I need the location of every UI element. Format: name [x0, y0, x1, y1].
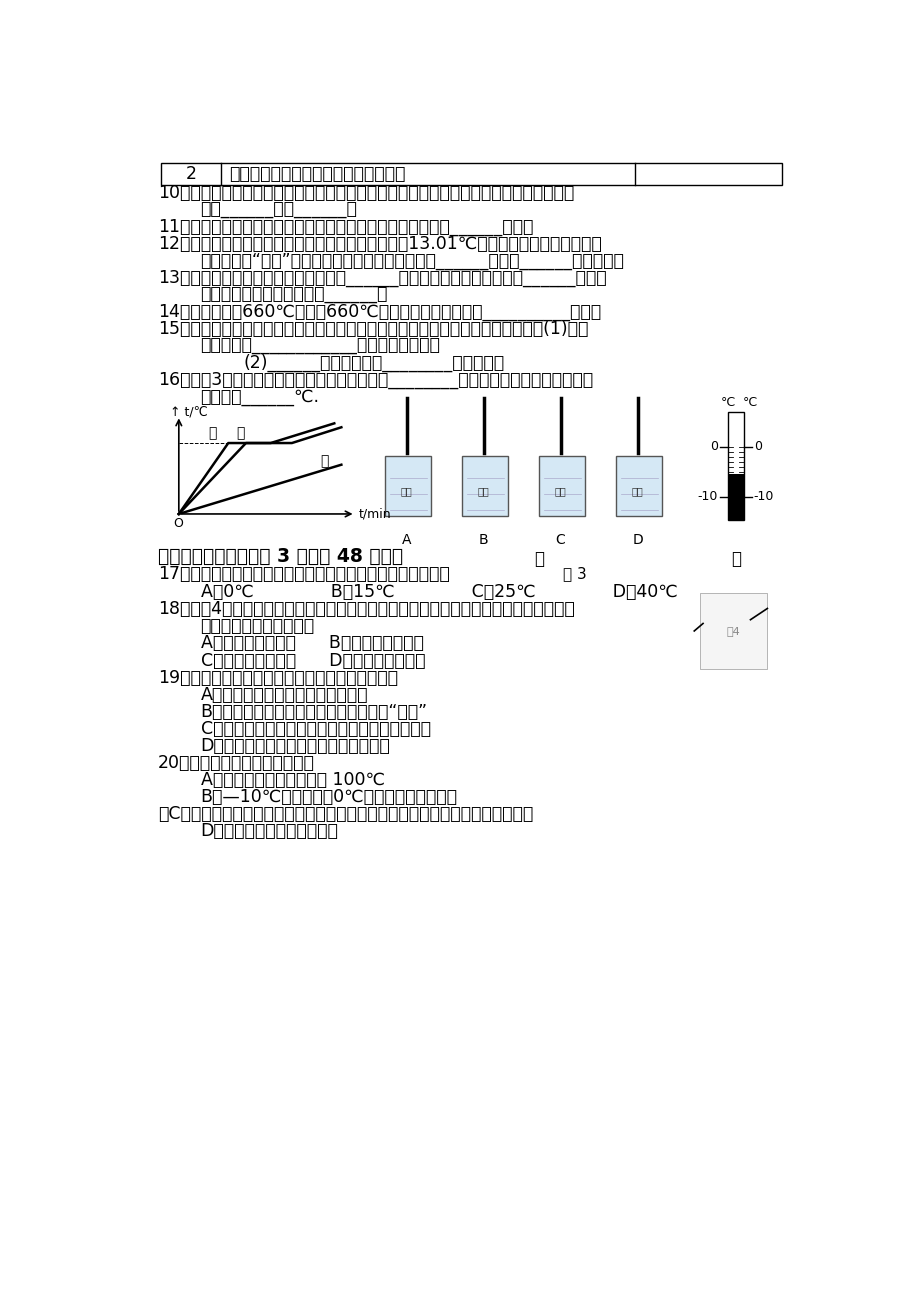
Text: A、0℃              B、15℃              C、25℃              D、40℃: A、0℃ B、15℃ C、25℃ D、40℃ [200, 584, 676, 602]
Text: 0: 0 [753, 441, 761, 454]
Text: -10: -10 [753, 490, 774, 503]
Text: 种物质中，____________可能是同种物质；: 种物质中，____________可能是同种物质； [200, 337, 440, 355]
Text: 放在筱子里的樟脑丸过一段时间会变小: 放在筱子里的樟脑丸过一段时间会变小 [229, 165, 405, 183]
Text: 乙: 乙 [235, 426, 244, 439]
Text: B、—10℃的冰块放在0℃的水中，冰块会熶化: B、—10℃的冰块放在0℃的水中，冰块会熶化 [200, 788, 457, 806]
Text: 甲: 甲 [534, 550, 544, 568]
Text: A、水的沫点低于或者高于 100℃: A、水的沫点低于或者高于 100℃ [200, 771, 384, 789]
Text: -10: -10 [698, 490, 718, 503]
Text: D、冬天的早晨，窗玻璃外面会出现冰花: D、冬天的早晨，窗玻璃外面会出现冰花 [200, 737, 390, 754]
Text: 2: 2 [186, 165, 197, 183]
Text: C: C [555, 533, 565, 547]
Text: 0: 0 [709, 441, 718, 454]
Text: 18、如图4所示，水在壶中被加热，又从凉铁板上掉下的水是蕊馏水在获得蕊馏水的过程: 18、如图4所示，水在壶中被加热，又从凉铁板上掉下的水是蕊馏水在获得蕊馏水的过程 [158, 601, 573, 619]
Text: 丙: 丙 [320, 454, 328, 468]
Text: 中，水经历的物态变化是: 中，水经历的物态变化是 [200, 618, 314, 636]
Text: ．C、在敞开的锅中烧水，使水沸腾，再用猛火继续加热，则水的温度也不会升高: ．C、在敞开的锅中烧水，使水沸腾，再用猛火继续加热，则水的温度也不会升高 [158, 805, 532, 823]
Text: 而非晶体在凝固时，温度将______。: 而非晶体在凝固时，温度将______。 [200, 286, 388, 304]
Text: 19、小刚同学所描述的下列现象中不可能发生的是: 19、小刚同学所描述的下列现象中不可能发生的是 [158, 668, 397, 686]
Text: 14、铝的熶点是660℃，那么660℃的铝在熶化过程中处于__________状态。: 14、铝的熶点是660℃，那么660℃的铝在熶化过程中处于__________状… [158, 303, 600, 321]
Text: D: D [631, 533, 642, 547]
Text: 图 3: 图 3 [562, 567, 586, 581]
Text: 冰块: 冰块 [554, 486, 566, 497]
Bar [616, 456, 661, 516]
Bar [539, 456, 584, 516]
Text: (2)______的质量一定比________的质量大。: (2)______的质量一定比________的质量大。 [243, 354, 504, 372]
Text: A: A [402, 533, 411, 547]
Text: C、有风的天气，游泳后从水中出来会感觉格外冷: C、有风的天气，游泳后从水中出来会感觉格外冷 [200, 720, 430, 737]
Text: 冰块: 冰块 [401, 486, 412, 497]
Text: 15、在加热条件完全相同的条件下，甲、乙、丙三种物质的熶化图像，由图可知：(1)这三: 15、在加热条件完全相同的条件下，甲、乙、丙三种物质的熶化图像，由图可知：(1)… [158, 320, 587, 338]
Text: 17、夏天的早晨，无锡地区自来水龙头流出水的温度最接近于: 17、夏天的早晨，无锡地区自来水龙头流出水的温度最接近于 [158, 566, 449, 584]
Text: 16、如图3甲是测量冰的温度，其中正确的图是________，此时温度计示数如图乙，冰: 16、如图3甲是测量冰的温度，其中正确的图是________，此时温度计示数如图… [158, 372, 592, 389]
Text: °C: °C [720, 395, 735, 408]
Text: O: O [173, 517, 183, 530]
Text: 乙: 乙 [731, 550, 740, 568]
Bar [728, 412, 743, 520]
Bar [461, 456, 507, 516]
Text: 手术的地方“冻结”起来，这是医生利用液体氯乙烷______时需要______热的原理。: 手术的地方“冻结”起来，这是医生利用液体氯乙烷______时需要______热的… [200, 252, 624, 270]
Text: 图4: 图4 [726, 627, 740, 636]
Text: A、寒冷的冬天，冰冻的衣服会变干: A、寒冷的冬天，冰冻的衣服会变干 [200, 685, 368, 703]
Text: 甲: 甲 [209, 426, 217, 439]
Text: 12、对于小手术的麻醉，医生常用一种透明的沫点为13.01℃的液体氯乙烷，把准备施行: 12、对于小手术的麻醉，医生常用一种透明的沫点为13.01℃的液体氯乙烷，把准备… [158, 235, 601, 254]
Bar [385, 456, 430, 516]
Text: 10、沈括纪念馆要浇铸沈括纪念铜像。在用铜块浇铸铜像的过程中，铜块发生的物态变化: 10、沈括纪念馆要浇铸沈括纪念铜像。在用铜块浇铸铜像的过程中，铜块发生的物态变化 [158, 185, 573, 202]
Text: 20、下列现象，不可能发生的是: 20、下列现象，不可能发生的是 [158, 754, 314, 772]
Text: °C: °C [742, 395, 756, 408]
Text: C、先液化，后气化      D、先气化，后凝固: C、先液化，后气化 D、先气化，后凝固 [200, 651, 425, 670]
Text: D、物体吸热，温度保持不变: D、物体吸热，温度保持不变 [200, 822, 338, 840]
Text: ↑ t/℃: ↑ t/℃ [170, 406, 208, 419]
Bar [698, 593, 766, 668]
Text: 冰块: 冰块 [631, 486, 642, 497]
Text: 的温度是______℃.: 的温度是______℃. [200, 389, 319, 406]
Text: t/min: t/min [358, 507, 391, 520]
Text: 13、海波被加热熶化的过程中，温度将______；物体在凝固过程中，都要______热量，: 13、海波被加热熶化的过程中，温度将______；物体在凝固过程中，都要____… [158, 269, 606, 287]
Bar [161, 162, 781, 185]
Text: B: B [478, 533, 488, 547]
Text: 先是______后是______。: 先是______后是______。 [200, 202, 357, 220]
Bar [728, 474, 743, 520]
Text: 11、寒冷的冬天，公园里冰雕作品的质量会一天天减少，这是______现象。: 11、寒冷的冬天，公园里冰雕作品的质量会一天天减少，这是______现象。 [158, 218, 533, 237]
Text: 二、单项选择题（每题 3 分，共 48 分）：: 二、单项选择题（每题 3 分，共 48 分）： [158, 547, 403, 566]
Text: B、潮湿的夏天，从冰笱里取出的冰糕冒“白气”: B、潮湿的夏天，从冰笱里取出的冰糕冒“白气” [200, 702, 427, 720]
Text: A、先升华，后凝华      B、先气化，后液化: A、先升华，后凝华 B、先气化，后液化 [200, 634, 423, 653]
Text: 冰块: 冰块 [477, 486, 489, 497]
